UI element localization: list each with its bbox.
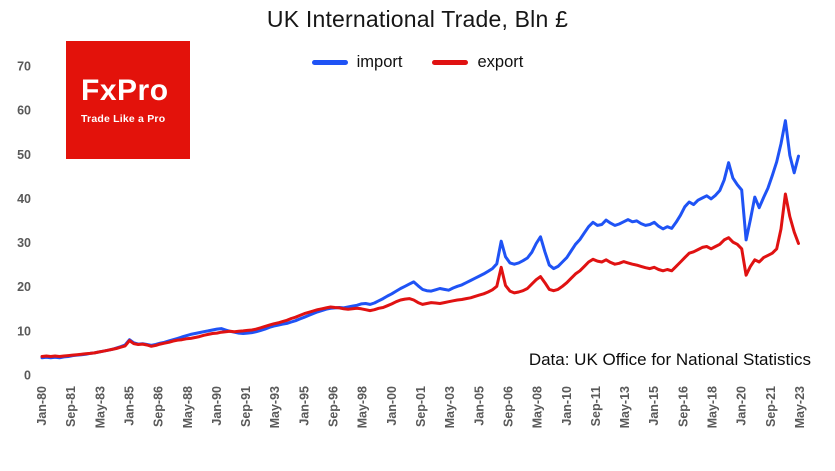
x-tick-label: Jan-10: [560, 386, 574, 426]
x-tick-label: May-08: [531, 386, 545, 428]
x-tick-label: Sep-86: [152, 386, 166, 427]
x-tick-label: May-83: [93, 386, 107, 428]
x-tick-label: Jan-90: [210, 386, 224, 426]
y-tick-label: 20: [17, 280, 31, 294]
x-tick-label: Jan-05: [472, 386, 486, 426]
x-tick-label: May-88: [181, 386, 195, 428]
x-tick-label: Sep-11: [589, 386, 603, 426]
x-tick-label: May-18: [706, 386, 720, 428]
x-tick-label: May-98: [356, 386, 370, 428]
x-tick-label: May-23: [793, 386, 807, 428]
x-tick-label: Jan-20: [735, 386, 749, 426]
y-tick-label: 60: [17, 104, 31, 118]
chart-title: UK International Trade, Bln £: [266, 6, 569, 32]
y-tick-label: 50: [17, 148, 31, 162]
series-export-line: [40, 192, 800, 358]
legend-label-import: import: [356, 53, 403, 71]
export-line-swatch: [432, 60, 469, 65]
x-tick-label: Sep-16: [676, 386, 690, 427]
y-tick-label: 10: [17, 324, 31, 338]
x-tick-label: Sep-06: [502, 386, 516, 427]
import-line-swatch: [311, 60, 348, 65]
data-source-annotation: Data: UK Office for National Statistics: [528, 350, 811, 369]
x-tick-label: May-93: [268, 386, 282, 428]
legend: import export: [0, 53, 835, 72]
legend-label-export: export: [477, 53, 524, 71]
x-tick-label: May-03: [443, 386, 457, 428]
fxpro-logo: FxPro Trade Like a Pro: [66, 41, 190, 159]
x-tick-label: Jan-95: [297, 386, 311, 426]
x-tick-label: Jan-00: [385, 386, 399, 426]
y-tick-label: 0: [24, 369, 31, 383]
y-tick-label: 70: [17, 60, 31, 74]
x-tick-label: Sep-91: [239, 386, 253, 427]
x-tick-label: Sep-21: [764, 386, 778, 427]
x-tick-label: May-13: [618, 386, 632, 428]
x-tick-label: Sep-96: [327, 386, 341, 427]
x-tick-label: Sep-81: [64, 386, 78, 427]
legend-item-import: import: [311, 53, 403, 72]
x-tick-label: Jan-15: [647, 386, 661, 426]
x-tick-label: Sep-01: [414, 386, 428, 427]
x-tick-label: Jan-85: [123, 386, 137, 426]
x-tick-label: Jan-80: [35, 386, 49, 426]
y-tick-label: 30: [17, 236, 31, 250]
legend-item-export: export: [432, 53, 523, 72]
fxpro-logo-text: FxPro: [81, 73, 169, 107]
fxpro-logo-tagline: Trade Like a Pro: [81, 112, 166, 125]
y-tick-label: 40: [17, 192, 31, 206]
